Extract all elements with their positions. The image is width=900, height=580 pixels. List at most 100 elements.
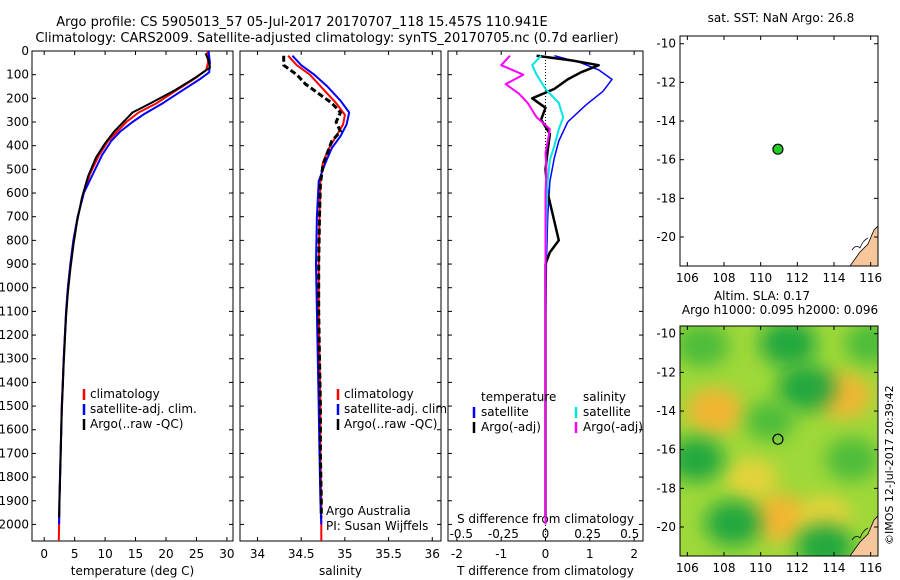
x-tick-label: 0	[40, 547, 48, 561]
y-tick-label: 1000	[0, 281, 29, 295]
y-tick-label: 1600	[0, 423, 29, 437]
heatmap-cell	[825, 437, 878, 481]
x-tick-label: 108	[713, 271, 736, 285]
heatmap-cell	[680, 437, 725, 482]
heatmap-cell	[685, 387, 745, 435]
y-tick-label: 400	[6, 139, 29, 153]
heatmap-blobs	[680, 326, 878, 556]
x-tick-label: 15	[128, 547, 143, 561]
land-shape	[849, 225, 878, 266]
coastline	[851, 527, 869, 541]
legend-label: satellite-adj. clim.	[344, 402, 451, 416]
y-tick-label: -10	[656, 327, 676, 341]
x-tick-label: 1	[586, 547, 594, 561]
series-line	[282, 55, 342, 518]
series-line	[291, 55, 351, 525]
heatmap-cell	[725, 457, 778, 500]
y-tick-label: 1100	[0, 304, 29, 318]
land	[849, 515, 878, 556]
x-tick-label: 110	[749, 271, 772, 285]
y-tick-label: 1900	[0, 494, 29, 508]
y-tick-label: 1300	[0, 352, 29, 366]
map-title: sat. SST: NaN Argo: 26.8	[708, 11, 855, 25]
legend-label: Argo(..raw -QC)	[344, 417, 437, 431]
y-tick-label: 300	[6, 115, 29, 129]
y-tick-label: 200	[6, 91, 29, 105]
legend-title: salinity	[583, 390, 626, 404]
x-tick-label: 112	[786, 271, 809, 285]
map-title: Altim. SLA: 0.17	[714, 289, 810, 303]
x-tick-label: 34	[250, 547, 265, 561]
y-tick-label: -18	[656, 481, 676, 495]
x-tick-label: -2	[451, 547, 463, 561]
x-tick-label: 110	[749, 561, 772, 575]
map-subtitle: Argo h1000: 0.095 h2000: 0.096	[682, 303, 878, 317]
x-tick-label: 30	[219, 547, 234, 561]
x-tick-label: 35	[337, 547, 352, 561]
x-tick-label: 112	[786, 561, 809, 575]
x-tick-label: 108	[713, 561, 736, 575]
s-tick-label: -0.25	[488, 527, 519, 541]
land	[849, 225, 878, 266]
x-tick-label: 106	[676, 561, 699, 575]
x-tick-label: 116	[859, 561, 882, 575]
y-tick-label: -18	[656, 191, 676, 205]
legend-title: temperature	[481, 390, 556, 404]
y-tick-label: -16	[656, 443, 676, 457]
y-tick-label: -20	[656, 520, 676, 534]
heatmap-cell	[749, 493, 809, 542]
sst_map-panel: 106 108 110 112 114 116 -10 -12 -14 -16 -18 -20 sat.…	[656, 11, 882, 285]
x-tick-label: 106	[676, 271, 699, 285]
legend-label: climatology	[344, 387, 414, 401]
y-tick-label: 1800	[0, 470, 29, 484]
x-tick-label: 114	[823, 271, 846, 285]
heatmap-cell	[704, 500, 762, 546]
legend-label: satellite	[481, 405, 529, 419]
sst_map-frame	[679, 35, 879, 267]
y-tick-label: -14	[656, 114, 676, 128]
x-tick-label: 10	[97, 547, 112, 561]
y-tick-label: 900	[6, 257, 29, 271]
y-tick-label: -12	[656, 365, 676, 379]
x-tick-label: 5	[71, 547, 79, 561]
x-tick-label: 2	[630, 547, 638, 561]
heatmap-cell	[796, 523, 854, 556]
y-tick-label: -16	[656, 153, 676, 167]
y-tick-label: -10	[656, 37, 676, 51]
x-tick-label: 25	[189, 547, 204, 561]
temperature-frame	[31, 50, 234, 542]
legend-label: satellite-adj. clim.	[90, 402, 197, 416]
s-tick-label: 0.5	[620, 527, 639, 541]
s-tick-label: 0.25	[574, 527, 601, 541]
x-tick-label: -1	[495, 547, 507, 561]
x-axis-label: salinity	[319, 564, 362, 578]
x-tick-label: 114	[823, 561, 846, 575]
sla_map-frame	[679, 325, 879, 557]
y-tick-label: -12	[656, 75, 676, 89]
y-tick-label: 700	[6, 210, 29, 224]
series-line	[58, 53, 211, 518]
heatmap-cell	[680, 326, 729, 367]
y-tick-label: 1400	[0, 375, 29, 389]
x-tick-label: 35.5	[375, 547, 402, 561]
x-axis-label: T difference from climatology	[456, 564, 634, 578]
x-axis-label: temperature (deg C)	[71, 564, 194, 578]
heatmap-cell	[777, 364, 836, 412]
coastline	[851, 237, 869, 251]
y-tick-label: -20	[656, 230, 676, 244]
y-tick-label: 500	[6, 162, 29, 176]
s-tick-label: 0	[542, 527, 550, 541]
sla_map-panel: 106 108 110 112 114 116 -10 -12 -14 -16 -18 -20 Alti…	[656, 289, 882, 575]
y-tick-label: 800	[6, 233, 29, 247]
annotation-text: PI: Susan Wijffels	[326, 519, 428, 533]
legend-label: satellite	[583, 405, 631, 419]
legend-label: Argo(-adj)	[583, 420, 643, 434]
y-tick-label: 2000	[0, 517, 29, 531]
side-stamp: ©IMOS 12-Jul-2017 20:39:42	[883, 385, 896, 545]
temperature-panel: 0100200300400500600700800900100011001200…	[0, 44, 235, 578]
x-tick-label: 116	[859, 271, 882, 285]
y-tick-label: 1700	[0, 446, 29, 460]
annotation-text: Argo Australia	[326, 504, 411, 518]
